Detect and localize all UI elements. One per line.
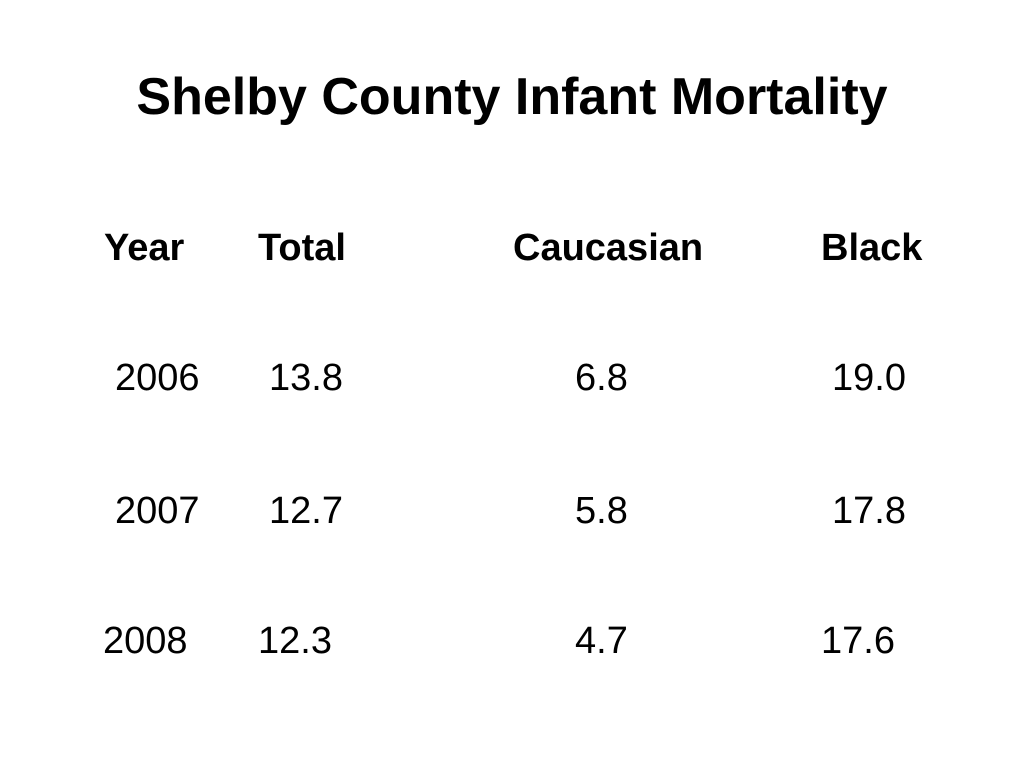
header-caucasian: Caucasian	[513, 227, 704, 269]
header-black: Black	[821, 227, 923, 269]
cell-black: 17.6	[821, 620, 895, 662]
cell-caucasian: 4.7	[575, 620, 628, 662]
cell-black: 19.0	[832, 357, 906, 399]
table-row: 2006 13.8 6.8 19.0	[0, 356, 1024, 400]
header-total: Total	[258, 227, 346, 269]
header-year: Year	[104, 227, 185, 269]
table-row: 2007 12.7 5.8 17.8	[0, 489, 1024, 533]
cell-year: 2006	[115, 357, 200, 399]
cell-total: 13.8	[269, 357, 343, 399]
cell-total: 12.7	[269, 490, 343, 532]
cell-year: 2008	[103, 620, 188, 662]
cell-caucasian: 6.8	[575, 357, 628, 399]
cell-caucasian: 5.8	[575, 490, 628, 532]
slide-title: Shelby County Infant Mortality	[136, 68, 888, 126]
cell-year: 2007	[115, 490, 200, 532]
table-row: 2008 12.3 4.7 17.6	[0, 619, 1024, 663]
cell-black: 17.8	[832, 490, 906, 532]
cell-total: 12.3	[258, 620, 332, 662]
